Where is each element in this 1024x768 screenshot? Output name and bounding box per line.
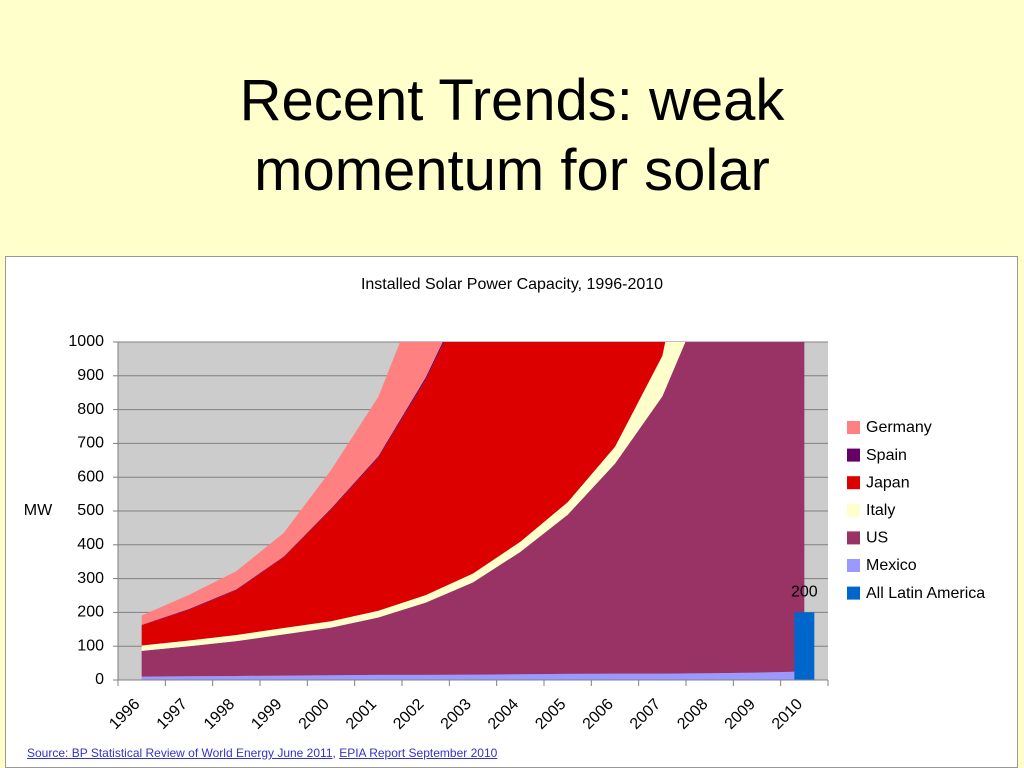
y-tick-label: 600 bbox=[77, 468, 104, 485]
legend-label: Japan bbox=[866, 474, 910, 491]
x-tick-label: 2008 bbox=[674, 696, 711, 733]
area bbox=[141, 342, 686, 651]
area bbox=[141, 342, 443, 625]
legend-swatch bbox=[847, 559, 860, 572]
bar bbox=[794, 612, 815, 680]
plot-marks bbox=[141, 342, 805, 680]
data-label: 200 bbox=[791, 584, 818, 601]
legend-label: All Latin America bbox=[866, 585, 985, 602]
legend-label: Germany bbox=[866, 419, 932, 436]
x-tick-label: 2004 bbox=[485, 696, 522, 733]
x-tick-label: 1999 bbox=[248, 696, 285, 733]
y-tick-label: 800 bbox=[77, 401, 104, 418]
x-tick-label: 1996 bbox=[106, 696, 143, 733]
area bbox=[141, 671, 805, 680]
source-link[interactable]: EPIA Report September 2010 bbox=[339, 746, 498, 760]
legend-swatch bbox=[847, 448, 860, 462]
slide-title: Recent Trends: weak momentum for solar bbox=[239, 68, 785, 203]
x-tick-label: 1998 bbox=[201, 696, 238, 733]
x-tick-label: 2010 bbox=[769, 696, 806, 733]
x-tick-label: 2006 bbox=[580, 696, 617, 733]
legend-swatch bbox=[847, 421, 860, 434]
y-tick-label: 100 bbox=[77, 637, 104, 654]
x-tick-label: 2002 bbox=[390, 696, 427, 733]
y-axis-label: MW bbox=[24, 502, 53, 519]
legend-label: Spain bbox=[866, 447, 907, 464]
y-tick-label: 500 bbox=[77, 502, 104, 519]
legend-swatch bbox=[847, 503, 860, 517]
x-tick-label: 2005 bbox=[532, 696, 569, 733]
y-tick-label: 400 bbox=[77, 536, 104, 553]
chart-title: Installed Solar Power Capacity, 1996-201… bbox=[361, 276, 663, 293]
y-tick-label: 1000 bbox=[68, 333, 104, 350]
y-tick-label: 900 bbox=[77, 367, 104, 384]
y-tick-label: 700 bbox=[77, 435, 104, 452]
x-tick-label: 2007 bbox=[627, 696, 664, 733]
y-tick-label: 300 bbox=[77, 570, 104, 587]
legend-label: US bbox=[866, 530, 888, 547]
y-tick-label: 0 bbox=[95, 671, 104, 688]
legend-swatch bbox=[847, 586, 860, 600]
legend-label: Italy bbox=[866, 502, 895, 519]
x-tick-label: 2001 bbox=[343, 696, 380, 733]
x-tick-label: 1997 bbox=[154, 696, 191, 733]
y-tick-label: 200 bbox=[77, 604, 104, 621]
x-tick-label: 2000 bbox=[296, 696, 333, 733]
x-tick-label: 2009 bbox=[722, 696, 759, 733]
legend-swatch bbox=[847, 476, 860, 490]
area bbox=[141, 342, 666, 646]
source-link[interactable]: Source: BP Statistical Review of World E… bbox=[27, 746, 333, 760]
legend-swatch bbox=[847, 531, 860, 545]
source-separator: , bbox=[332, 746, 336, 760]
source: Source: BP Statistical Review of World E… bbox=[27, 746, 497, 760]
legend-label: Mexico bbox=[866, 557, 917, 574]
x-tick-label: 2003 bbox=[438, 696, 475, 733]
area bbox=[141, 342, 805, 677]
